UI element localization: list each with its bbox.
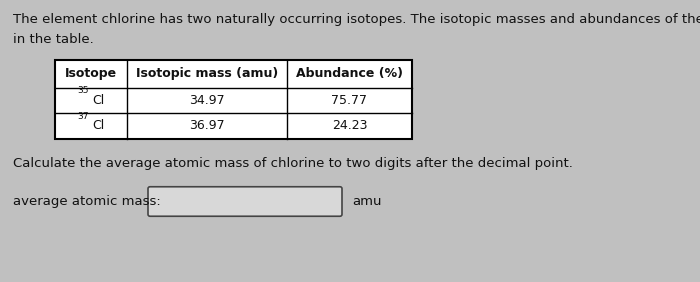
Text: 24.23: 24.23: [332, 119, 368, 132]
Text: 36.97: 36.97: [189, 119, 225, 132]
Text: 34.97: 34.97: [189, 94, 225, 107]
Text: 37: 37: [78, 112, 89, 121]
Text: Cl: Cl: [92, 94, 104, 107]
Bar: [55, 60, 412, 138]
Text: amu: amu: [352, 195, 382, 208]
Text: 35: 35: [78, 86, 89, 95]
Text: 75.77: 75.77: [332, 94, 368, 107]
Text: Isotope: Isotope: [65, 67, 117, 80]
Text: The element chlorine has two naturally occurring isotopes. The isotopic masses a: The element chlorine has two naturally o…: [13, 13, 700, 26]
Text: Calculate the average atomic mass of chlorine to two digits after the decimal po: Calculate the average atomic mass of chl…: [13, 157, 573, 169]
FancyBboxPatch shape: [148, 187, 342, 216]
Text: average atomic mass:: average atomic mass:: [13, 195, 161, 208]
Text: Abundance (%): Abundance (%): [296, 67, 403, 80]
Text: Isotopic mass (amu): Isotopic mass (amu): [136, 67, 278, 80]
Text: in the table.: in the table.: [13, 32, 94, 45]
Text: Cl: Cl: [92, 119, 104, 132]
